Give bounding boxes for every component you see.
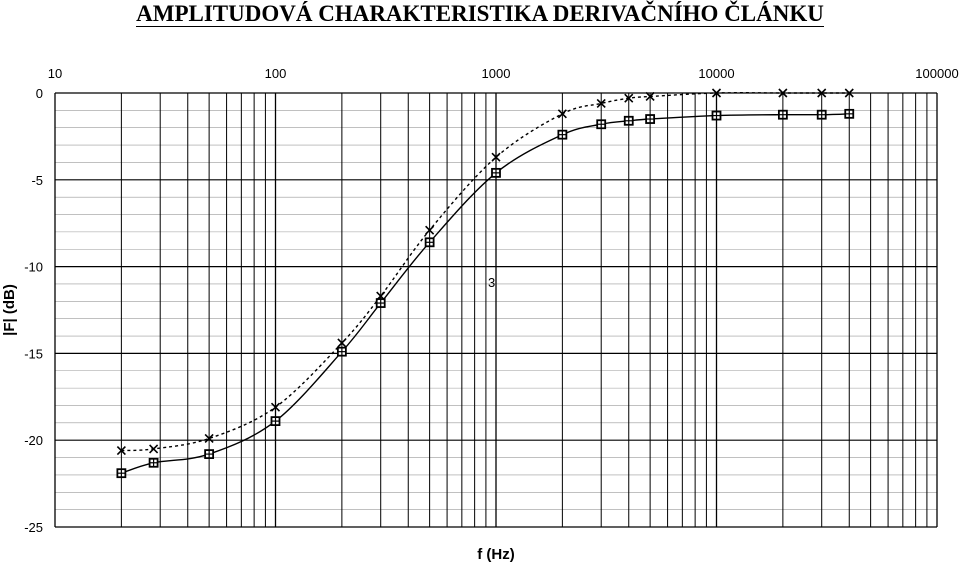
- y-tick-label: -15: [24, 346, 43, 361]
- data-point-x: [204, 433, 214, 444]
- annotation: 3: [488, 275, 495, 290]
- x-tick-label: 10000: [698, 66, 734, 81]
- series-layer: [116, 88, 855, 479]
- series-line-2: [121, 92, 850, 452]
- y-axis-title: |F| (dB): [1, 284, 18, 336]
- x-tick-label: 10: [48, 66, 62, 81]
- y-tick-label: -25: [24, 520, 43, 535]
- y-tick-label: 0: [36, 86, 43, 101]
- data-point-x: [116, 446, 126, 456]
- data-point-x: [624, 93, 634, 103]
- data-point-x: [149, 444, 159, 454]
- x-tick-label: 100000: [915, 66, 958, 81]
- data-point-x: [337, 338, 347, 348]
- data-point-x: [557, 109, 567, 119]
- data-point-x: [596, 98, 606, 108]
- chart-title: AMPLITUDOVÁ CHARAKTERISTIKA DERIVAČNÍHO …: [0, 0, 960, 28]
- x-tick-label: 1000: [482, 66, 511, 81]
- data-point-x: [778, 88, 788, 98]
- labels-layer: 10 100 1000 10000 100000 0 -5 -10 -15 -20 -25 f (Hz…: [1, 66, 959, 563]
- series-line-1: [121, 113, 850, 474]
- y-tick-label: -20: [24, 433, 43, 448]
- data-point-x: [270, 402, 281, 412]
- chart-title-text: AMPLITUDOVÁ CHARAKTERISTIKA DERIVAČNÍHO …: [136, 1, 824, 27]
- data-point-x: [491, 152, 501, 162]
- y-tick-label: -10: [24, 260, 43, 275]
- data-point-x: [645, 91, 655, 102]
- data-point-x: [376, 291, 386, 301]
- data-point-x: [817, 88, 827, 98]
- x-tick-label: 100: [265, 66, 287, 81]
- data-point-x: [425, 225, 435, 235]
- data-point-x: [711, 88, 722, 98]
- data-point-x: [844, 88, 854, 98]
- y-tick-label: -5: [31, 173, 43, 188]
- x-axis-title: f (Hz): [477, 546, 515, 563]
